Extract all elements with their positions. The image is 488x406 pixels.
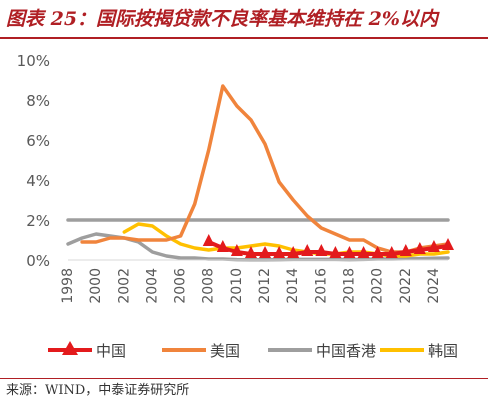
- chart-title: 图表 25：国际按揭贷款不良率基本维持在 2%以内: [6, 8, 438, 30]
- x-tick-label: 1998: [60, 268, 76, 304]
- x-tick-label: 2004: [144, 268, 160, 304]
- china-point: [442, 238, 454, 250]
- x-tick-label: 2002: [116, 268, 132, 304]
- legend-item: 韩国: [380, 342, 458, 360]
- china-point: [357, 246, 370, 258]
- x-tick-label: 2008: [201, 268, 217, 304]
- y-tick-label: 10%: [17, 52, 50, 70]
- legend-item: 美国: [162, 342, 240, 360]
- legend-label: 中国香港: [316, 342, 376, 360]
- china-point: [315, 244, 328, 256]
- x-axis-ticks: 1998 2000 2002 2004 2006 2008 2010 2012 2014 2016…: [60, 268, 442, 304]
- china-point: [259, 246, 272, 258]
- china-point: [216, 240, 229, 252]
- china-point: [399, 244, 412, 256]
- x-tick-label: 2022: [398, 268, 414, 304]
- y-tick-label: 2%: [26, 212, 50, 230]
- legend-item: 中国: [48, 341, 126, 360]
- series-line-1: [80, 84, 450, 254]
- china-point: [427, 240, 440, 252]
- y-tick-label: 0%: [26, 252, 50, 270]
- chart-svg: 0% 2% 4% 6% 8% 10% 1998 2000 2002 2004 2006 2008 20…: [17, 52, 458, 360]
- china-point: [343, 246, 356, 258]
- legend-item: 中国香港: [268, 342, 376, 360]
- series-layer: [66, 84, 454, 262]
- legend-label: 韩国: [428, 342, 458, 360]
- china-point: [230, 244, 243, 256]
- china-point: [329, 246, 342, 258]
- x-tick-label: 2014: [285, 268, 301, 304]
- china-point: [202, 234, 215, 246]
- x-tick-label: 2018: [341, 268, 357, 304]
- china-point: [273, 246, 286, 258]
- x-tick-label: 2012: [257, 268, 273, 304]
- china-point: [301, 244, 314, 256]
- legend: 中国 美国 中国香港 韩国: [48, 341, 458, 360]
- x-tick-label: 2020: [370, 268, 386, 304]
- source-note: 来源：WIND，中泰证券研究所: [6, 383, 190, 398]
- title-divider: [0, 37, 488, 39]
- legend-marker: [62, 341, 78, 355]
- y-axis-ticks: 0% 2% 4% 6% 8% 10%: [17, 52, 50, 270]
- x-tick-label: 2006: [173, 268, 189, 304]
- y-tick-label: 6%: [26, 132, 50, 150]
- china-point: [371, 246, 384, 258]
- y-tick-label: 8%: [26, 92, 50, 110]
- china-point: [413, 242, 426, 254]
- x-tick-label: 2016: [313, 268, 329, 304]
- china-point: [244, 246, 257, 258]
- x-tick-label: 2024: [426, 268, 442, 304]
- legend-label: 中国: [96, 342, 126, 360]
- china-point: [385, 246, 398, 258]
- legend-label: 美国: [210, 342, 240, 360]
- china-point: [287, 246, 300, 258]
- x-tick-label: 2010: [229, 268, 245, 304]
- footer-divider: [0, 378, 488, 379]
- y-tick-label: 4%: [26, 172, 50, 190]
- x-tick-label: 2000: [88, 268, 104, 304]
